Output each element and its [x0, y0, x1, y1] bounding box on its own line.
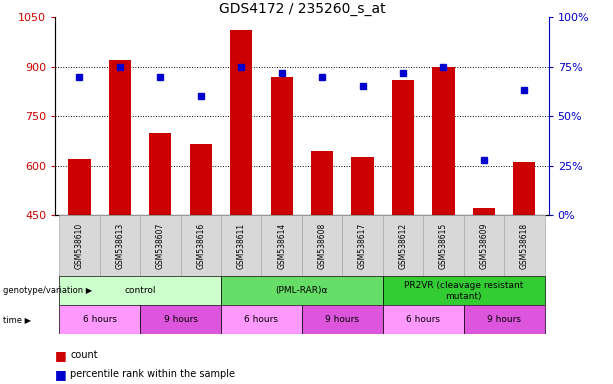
Bar [140, 305, 221, 334]
Text: 6 hours: 6 hours [245, 315, 278, 324]
Bar [221, 276, 383, 305]
Bar [392, 80, 414, 215]
Text: 9 hours: 9 hours [164, 315, 197, 324]
Bar [262, 215, 302, 276]
Text: percentile rank within the sample: percentile rank within the sample [70, 369, 235, 379]
Bar [504, 215, 544, 276]
Text: (PML-RAR)α: (PML-RAR)α [276, 286, 328, 295]
Text: GSM538618: GSM538618 [520, 223, 529, 269]
Text: ■: ■ [55, 349, 67, 362]
Text: control: control [124, 286, 156, 295]
Text: GSM538613: GSM538613 [115, 223, 124, 269]
Bar [140, 215, 181, 276]
Text: GSM538607: GSM538607 [156, 223, 165, 269]
Bar [302, 305, 383, 334]
Bar [100, 215, 140, 276]
Bar [59, 305, 140, 334]
Bar [351, 157, 374, 215]
Text: GSM538608: GSM538608 [318, 223, 327, 269]
Text: 6 hours: 6 hours [83, 315, 116, 324]
Bar [432, 67, 455, 215]
Text: GSM538615: GSM538615 [439, 223, 448, 269]
Text: time ▶: time ▶ [3, 315, 31, 324]
Title: GDS4172 / 235260_s_at: GDS4172 / 235260_s_at [219, 2, 385, 16]
Bar [68, 159, 91, 215]
Bar [221, 215, 262, 276]
Bar [59, 215, 100, 276]
Bar [383, 215, 423, 276]
Text: 9 hours: 9 hours [326, 315, 359, 324]
Text: GSM538614: GSM538614 [277, 223, 286, 269]
Bar [189, 144, 212, 215]
Bar [513, 162, 536, 215]
Text: GSM538617: GSM538617 [358, 223, 367, 269]
Text: GSM538610: GSM538610 [75, 223, 84, 269]
Bar [342, 215, 383, 276]
Text: GSM538616: GSM538616 [196, 223, 205, 269]
Text: GSM538612: GSM538612 [398, 223, 408, 269]
Bar [302, 215, 342, 276]
Bar [221, 305, 302, 334]
Bar [463, 215, 504, 276]
Text: 9 hours: 9 hours [487, 315, 521, 324]
Bar [230, 30, 253, 215]
Text: PR2VR (cleavage resistant
mutant): PR2VR (cleavage resistant mutant) [404, 281, 524, 301]
Text: ■: ■ [55, 368, 67, 381]
Bar [383, 276, 544, 305]
Text: count: count [70, 350, 98, 360]
Text: 6 hours: 6 hours [406, 315, 440, 324]
Text: GSM538609: GSM538609 [479, 223, 489, 269]
Bar [423, 215, 463, 276]
Bar [473, 209, 495, 215]
Bar [59, 276, 221, 305]
Bar [109, 60, 131, 215]
Bar [149, 132, 172, 215]
Bar [463, 305, 544, 334]
Bar [311, 151, 333, 215]
Text: GSM538611: GSM538611 [237, 223, 246, 269]
Text: genotype/variation ▶: genotype/variation ▶ [3, 286, 93, 295]
Bar [383, 305, 463, 334]
Bar [270, 77, 293, 215]
Bar [181, 215, 221, 276]
